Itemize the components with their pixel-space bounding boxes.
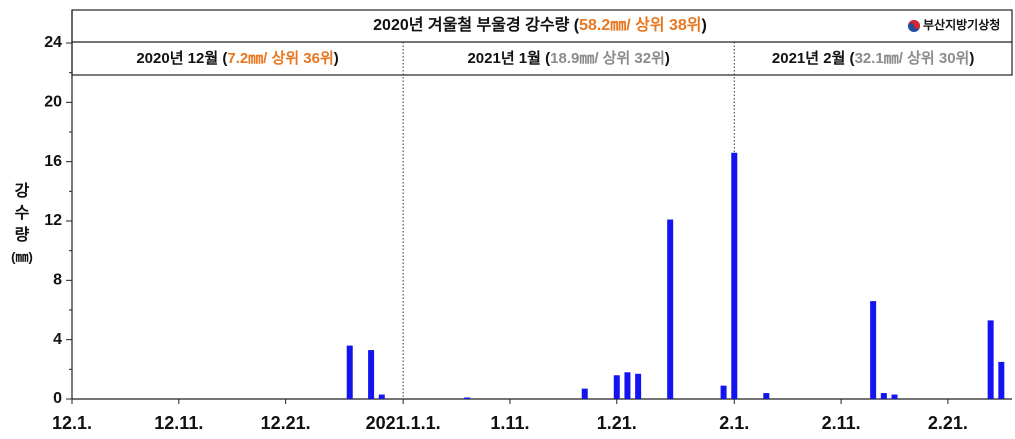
x-tick-label: 1.21.	[597, 413, 637, 433]
y-tick-label: 24	[44, 34, 62, 51]
month-header: 2021년 2월 (32.1㎜/ 상위 30위)	[772, 50, 974, 67]
month-label: 2021년 2월 (	[772, 50, 855, 67]
month-close: )	[665, 50, 670, 67]
title-stat: 58.2㎜/ 상위 38위	[579, 16, 701, 34]
x-tick-label: 2.21.	[928, 413, 968, 433]
y-axis-label: 강	[15, 182, 30, 200]
month-close: )	[969, 50, 974, 67]
month-stat: 18.9㎜/ 상위 32위	[550, 50, 665, 67]
y-tick-label: 16	[44, 153, 62, 170]
x-tick-label: 2.1.	[719, 413, 749, 433]
title-close: )	[702, 17, 707, 34]
y-tick-label: 20	[44, 94, 62, 111]
y-tick-label: 0	[53, 390, 62, 407]
bar	[891, 394, 898, 399]
month-label: 2020년 12월 (	[136, 50, 227, 67]
x-tick-label: 12.1.	[52, 413, 92, 433]
month-close: )	[334, 50, 339, 67]
bar	[378, 394, 385, 399]
chart-title: 2020년 겨울철 부울경 강수량 (58.2㎜/ 상위 38위)	[373, 15, 707, 34]
x-tick-label: 12.21.	[261, 413, 311, 433]
bar	[763, 393, 770, 399]
bar	[346, 345, 353, 399]
bar	[998, 361, 1005, 399]
bar	[464, 397, 471, 399]
x-tick-label: 2021.1.1.	[366, 413, 441, 433]
bar	[613, 375, 620, 399]
month-stat: 7.2㎜/ 상위 36위	[227, 50, 333, 67]
bar	[720, 385, 727, 399]
x-tick-label: 1.11.	[490, 413, 529, 433]
bar	[987, 320, 994, 399]
agency-logo: 부산지방기상청	[908, 17, 1000, 32]
y-axis-label: 량	[15, 225, 30, 244]
y-tick-label: 12	[44, 212, 62, 229]
y-tick-label: 8	[53, 272, 62, 289]
y-axis-label: (㎜)	[11, 249, 33, 264]
month-stat: 32.1㎜/ 상위 30위	[855, 50, 970, 67]
bar	[731, 152, 738, 399]
y-tick-label: 4	[53, 331, 62, 348]
title-text: 2020년 겨울철 부울경 강수량 (	[373, 15, 580, 34]
month-header: 2020년 12월 (7.2㎜/ 상위 36위)	[136, 50, 338, 67]
logo-mark-red	[908, 20, 920, 29]
month-label: 2021년 1월 (	[467, 50, 550, 67]
x-tick-label: 12.11.	[154, 413, 203, 433]
bar	[667, 219, 674, 399]
bar	[624, 372, 631, 399]
agency: 부산지방기상청	[923, 17, 1000, 32]
month-header: 2021년 1월 (18.9㎜/ 상위 32위)	[467, 50, 669, 67]
x-tick-label: 2.11.	[822, 413, 861, 433]
bar	[635, 373, 642, 399]
bar	[368, 350, 375, 399]
bar	[880, 393, 887, 399]
y-axis-label: 수	[15, 204, 30, 222]
bar	[581, 388, 588, 399]
bar	[870, 301, 877, 399]
